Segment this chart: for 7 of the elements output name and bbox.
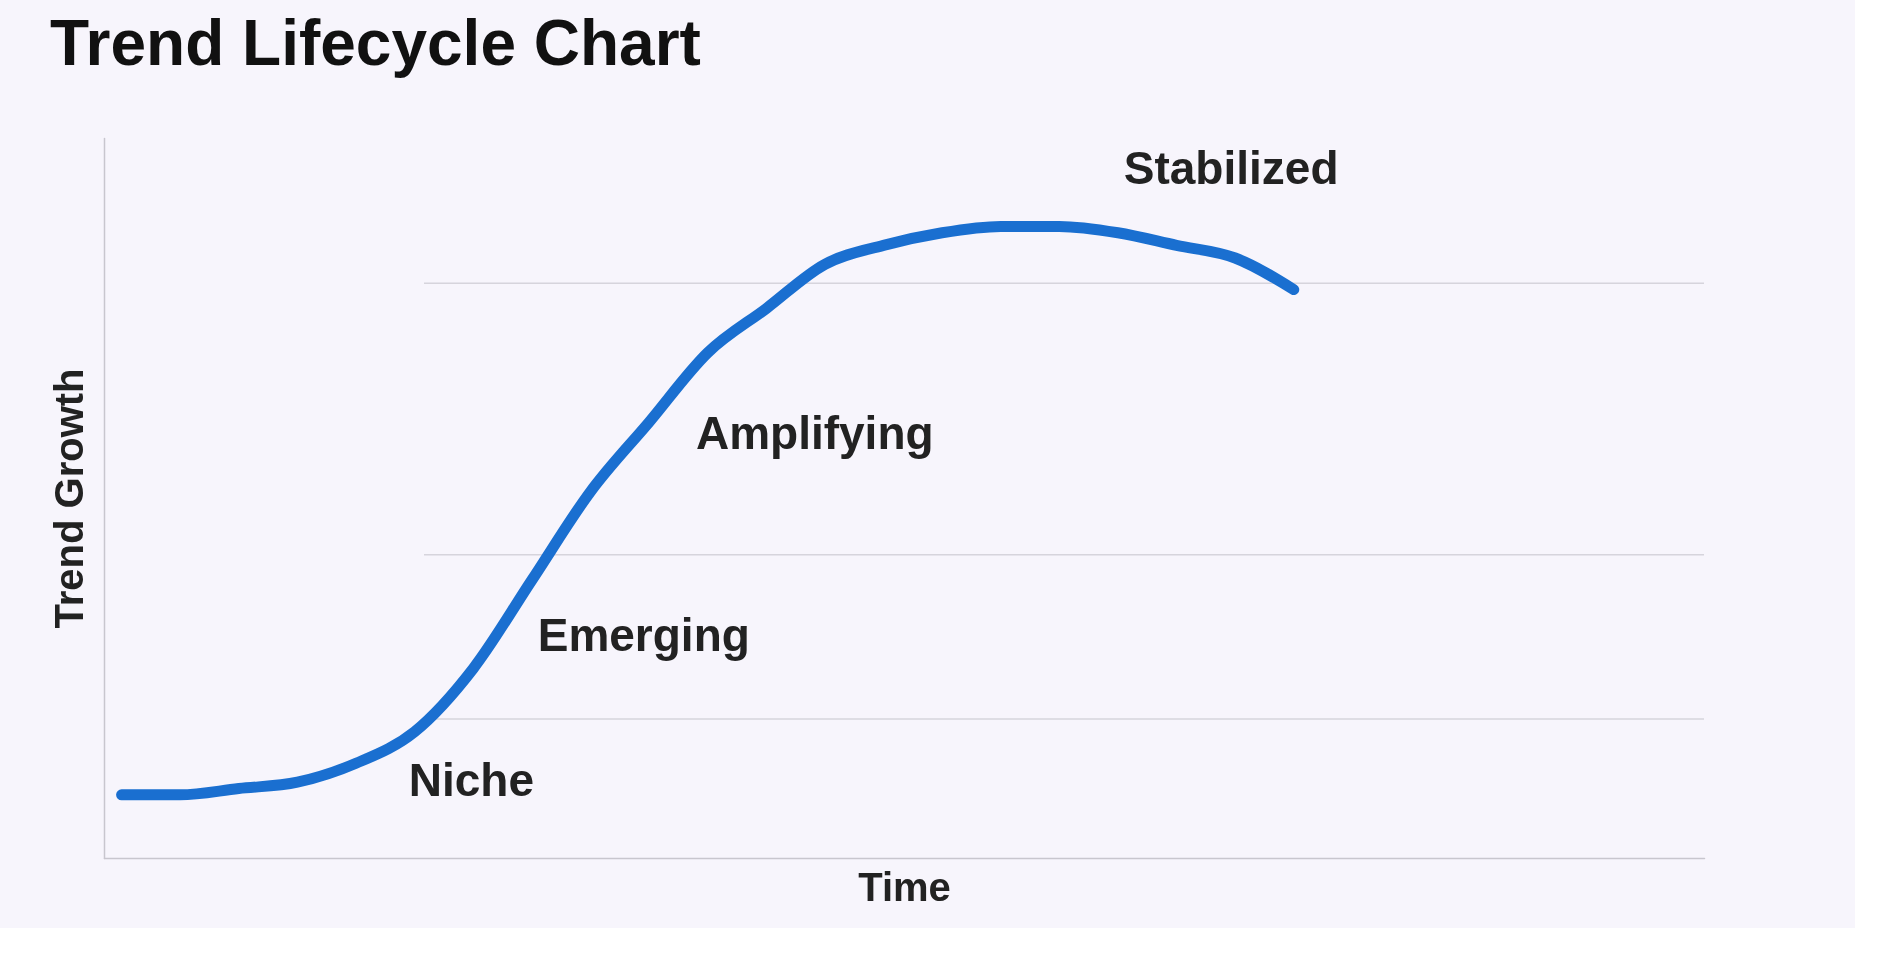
chart-title: Trend Lifecycle Chart xyxy=(50,7,701,79)
y-axis-title: Trend Growth xyxy=(46,368,91,629)
text: Stabilized xyxy=(1123,141,1339,194)
annotation: Emerging xyxy=(537,608,750,661)
annotation: Amplifying xyxy=(695,406,934,459)
annotation: Niche xyxy=(408,754,535,807)
x-axis-title: Time xyxy=(858,864,951,909)
